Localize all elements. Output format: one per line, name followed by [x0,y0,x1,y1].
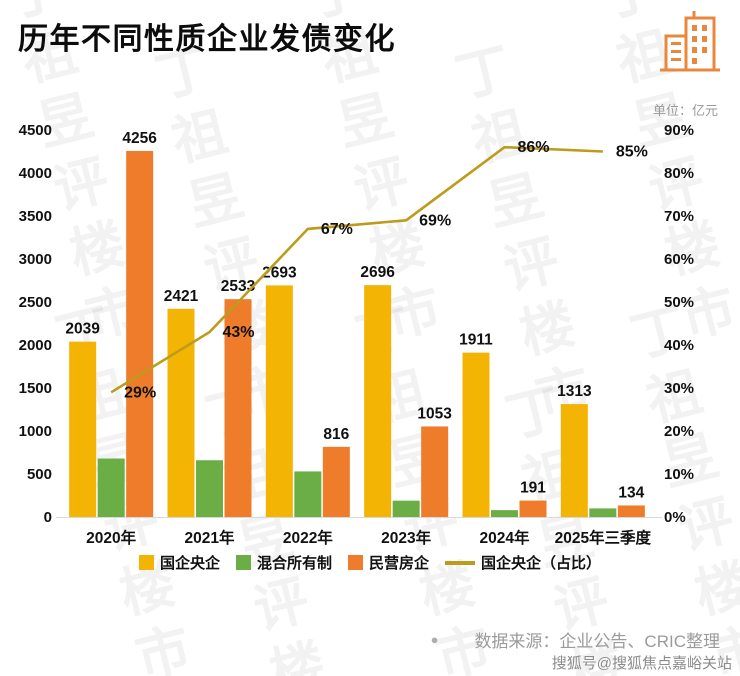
source-row: ● 数据来源：企业公告、CRIC整理 [0,627,740,652]
line-value-label: 43% [223,324,255,341]
right-axis-tick: 0% [664,509,686,526]
legend-swatch-soe-share [445,560,476,565]
line-soe-share[interactable] [110,145,603,394]
x-category-label: 2023年 [381,528,431,547]
bar-soe-5[interactable] [560,404,588,517]
bar-private-0[interactable] [126,150,154,517]
left-axis-tick: 3500 [19,208,52,225]
legend-item-soe[interactable]: 国企央企 [138,552,220,573]
x-category-label: 2021年 [185,528,235,547]
bar-value-label: 4256 [122,130,157,147]
bar-soe-3[interactable] [364,285,392,517]
right-axis-tick: 10% [664,466,694,483]
x-category-label: 2025年三季度 [555,528,652,547]
bar-value-label: 2533 [221,278,256,295]
legend-item-mixed[interactable]: 混合所有制 [235,552,332,573]
left-axis-tick: 500 [27,466,52,483]
left-axis-tick: 3000 [19,251,52,268]
bar-value-label: 2696 [360,264,395,281]
line-value-label: 67% [321,221,353,238]
right-axis-tick: 30% [664,380,694,397]
bar-private-3[interactable] [421,426,449,517]
bar-value-label: 816 [323,426,349,443]
left-axis-tick: 4500 [19,122,52,139]
bar-soe-2[interactable] [265,285,293,517]
buildings-icon [660,11,720,72]
left-axis-tick: 2500 [19,294,52,311]
unit-label: 单位：亿元 [652,103,718,118]
bar-private-2[interactable] [322,446,350,517]
right-axis-tick: 60% [664,251,694,268]
line-value-label: 86% [518,139,550,156]
bar-soe-1[interactable] [167,308,195,517]
right-axis-tick: 90% [664,122,694,139]
bullet-dot: ● [430,632,439,647]
credit: 搜狐号@搜狐焦点嘉峪关站 [551,655,732,672]
legend-item-soe-share[interactable]: 国企央企（占比） [445,552,601,573]
data-source: 数据来源：企业公告、CRIC整理 [474,632,720,651]
bar-mixed-3[interactable] [392,500,420,517]
right-axis-tick: 70% [664,208,694,225]
bar-mixed-4[interactable] [491,510,518,517]
bar-private-5[interactable] [617,505,645,517]
bar-value-label: 1313 [557,383,592,400]
bar-value-label: 2039 [65,321,100,338]
bar-mixed-1[interactable] [196,460,223,517]
left-axis-tick: 1000 [19,423,52,440]
bar-mixed-0[interactable] [97,458,125,517]
left-axis-tick: 1500 [19,380,52,397]
legend-item-private[interactable]: 民营房企 [348,552,429,573]
bar-private-1[interactable] [224,299,252,517]
right-axis-tick: 20% [664,423,694,440]
left-axis-tick: 0 [44,509,52,526]
bar-mixed-2[interactable] [294,471,322,517]
left-axis-tick: 2000 [19,337,52,354]
legend-label: 国企央企（占比） [481,555,602,572]
bar-mixed-5[interactable] [589,508,617,517]
legend: 国企央企 混合所有制 民营房企 国企央企（占比） [0,552,740,573]
legend-label: 民营房企 [369,555,430,572]
line-value-label: 69% [419,212,451,229]
legend-swatch-private [348,555,363,570]
page-title: 历年不同性质企业发债变化 [18,23,396,56]
line-value-label: 85% [616,144,648,161]
legend-label: 国企央企 [159,555,220,572]
left-axis-tick: 4000 [19,165,52,182]
legend-swatch-mixed [235,555,251,570]
bar-soe-4[interactable] [462,352,490,517]
bar-soe-0[interactable] [69,341,97,517]
bar-value-label: 1911 [459,332,493,349]
x-category-label: 2022年 [283,528,333,547]
right-axis-tick: 50% [664,294,694,311]
bar-private-4[interactable] [519,500,547,517]
x-category-label: 2020年 [86,528,136,547]
right-axis-tick: 80% [664,165,694,182]
legend-swatch-soe [138,555,154,570]
right-axis-tick: 40% [664,337,694,354]
bar-value-label: 191 [520,480,546,497]
bar-value-label: 2421 [164,288,199,305]
x-category-label: 2024年 [480,528,530,547]
bar-value-label: 1053 [417,405,452,422]
bar-value-label: 134 [618,484,644,501]
line-value-label: 29% [124,384,156,401]
legend-label: 混合所有制 [256,555,332,572]
